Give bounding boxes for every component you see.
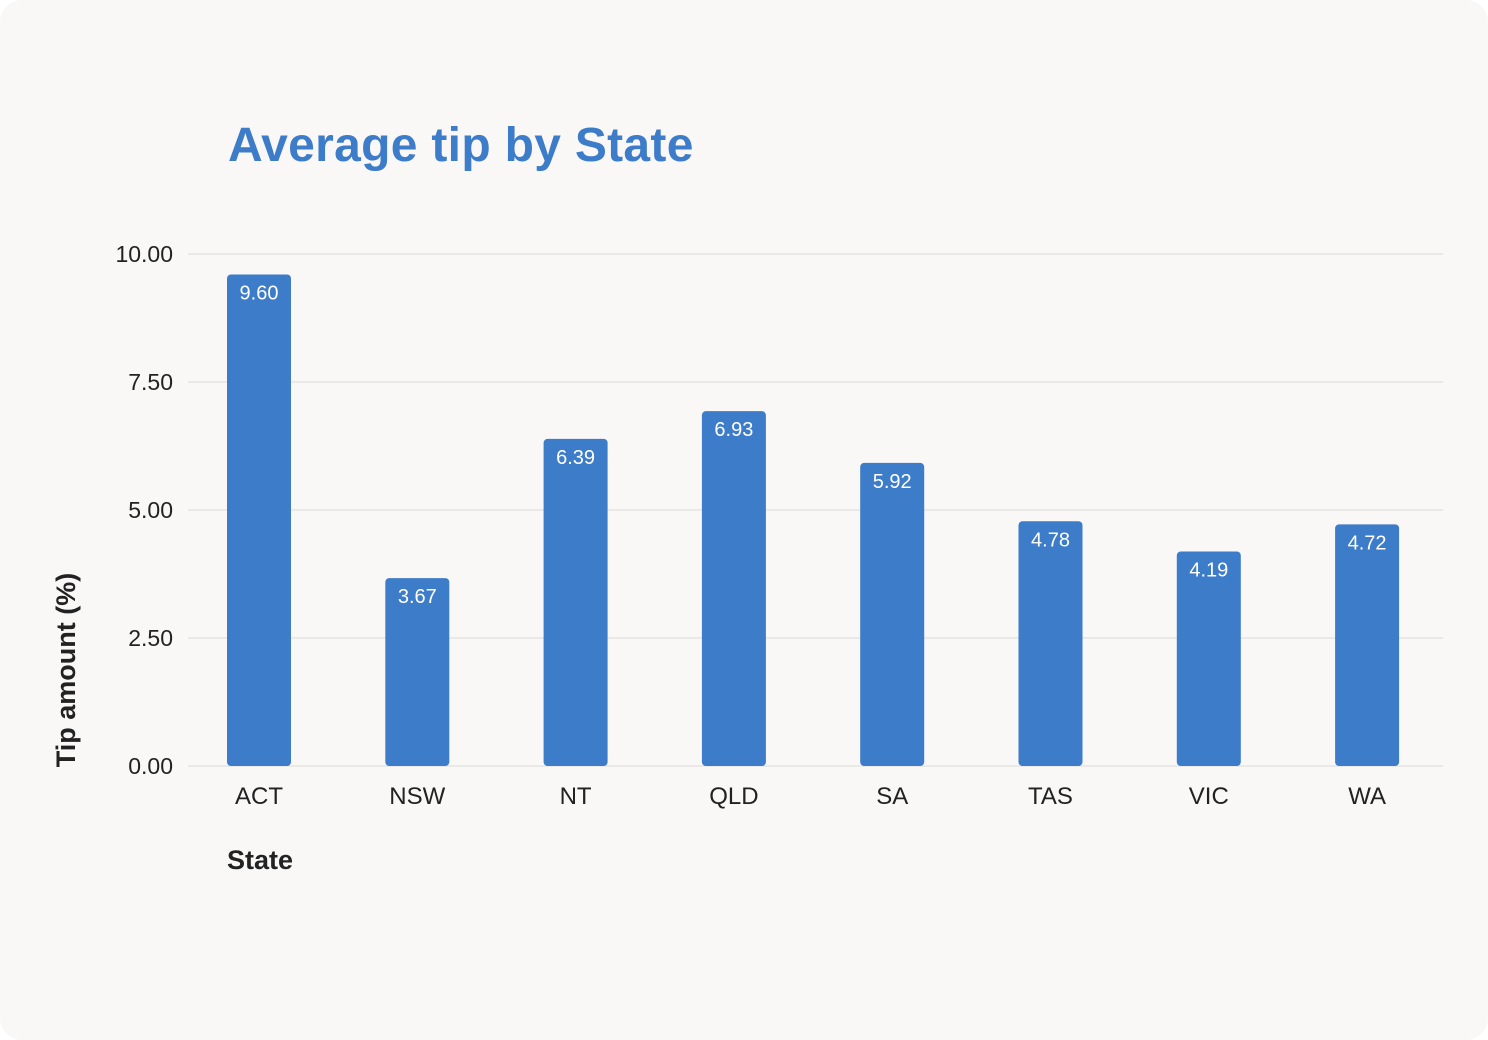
- bar-qld[interactable]: [701, 411, 766, 766]
- bar-wa[interactable]: [1335, 524, 1400, 766]
- bar-value-label: 3.67: [398, 586, 437, 608]
- bar-vic[interactable]: [1176, 551, 1241, 766]
- y-tick-label: 0.00: [128, 753, 173, 779]
- bar-value-label: 4.72: [1348, 532, 1387, 554]
- bar-act[interactable]: [227, 274, 291, 766]
- chart-title: Average tip by State: [228, 119, 694, 172]
- x-tick-label: QLD: [709, 783, 758, 810]
- bar-sa[interactable]: [860, 462, 925, 766]
- y-tick-label: 2.50: [128, 625, 173, 651]
- bar-value-label: 6.39: [556, 447, 595, 469]
- x-tick-label: TAS: [1028, 783, 1073, 810]
- bar-nsw[interactable]: [385, 578, 450, 766]
- bars: 9.60 3.67 6.39 6.93 5.92 4.78 4.19 4.72: [227, 274, 1400, 766]
- bar-value-label: 5.92: [873, 471, 912, 493]
- x-tick-label: SA: [876, 783, 908, 810]
- x-axis-label: State: [227, 845, 293, 875]
- y-axis-ticks: 0.00 2.50 5.00 7.50 10.00: [115, 241, 173, 779]
- x-tick-label: NSW: [389, 783, 445, 810]
- bar-value-label: 4.19: [1189, 559, 1228, 581]
- bar-nt[interactable]: [543, 438, 608, 766]
- bar-value-label: 4.78: [1031, 529, 1070, 551]
- bar-tas[interactable]: [1018, 521, 1083, 766]
- y-axis-label: Tip amount (%): [51, 573, 81, 767]
- bar-value-label: 6.93: [714, 419, 753, 441]
- x-axis-ticks: ACT NSW NT QLD SA TAS VIC WA: [235, 783, 1386, 810]
- gridlines: [188, 253, 1443, 767]
- x-tick-label: ACT: [235, 783, 283, 810]
- y-tick-label: 7.50: [128, 369, 173, 395]
- x-tick-label: VIC: [1189, 783, 1229, 810]
- x-tick-label: NT: [560, 783, 592, 810]
- y-tick-label: 5.00: [128, 497, 173, 523]
- bar-value-label: 9.60: [240, 282, 279, 304]
- x-tick-label: WA: [1348, 783, 1386, 810]
- y-tick-label: 10.00: [115, 241, 173, 267]
